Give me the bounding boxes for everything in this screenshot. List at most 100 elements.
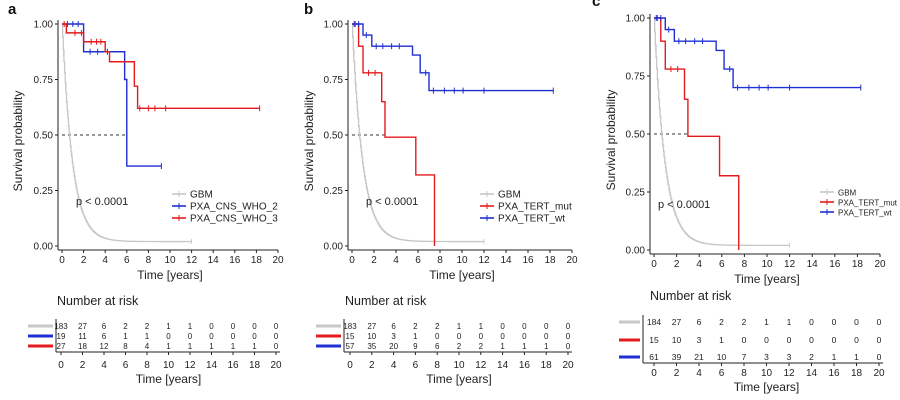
risk-cell: 0 [274, 342, 279, 351]
risk-cell: 0 [500, 322, 505, 331]
risk-cell: 0 [832, 335, 837, 345]
risk-cell: 1 [123, 332, 128, 341]
y-tick-label: 0.00 [324, 242, 344, 253]
x-tick-label: 16 [829, 259, 841, 270]
series-line [62, 23, 260, 110]
risk-cell: 39 [672, 352, 682, 362]
risk-cell: 2 [809, 352, 814, 362]
risk-cell: 0 [854, 317, 859, 327]
risk-cell: 0 [566, 342, 571, 351]
risk-x-tick-label: 18 [851, 368, 863, 379]
risk-cell: 9 [413, 342, 418, 351]
risk-x-tick-label: 0 [651, 368, 657, 379]
y-tick-label: 0.75 [34, 75, 54, 86]
series-line [352, 23, 554, 92]
x-tick-label: 6 [415, 255, 421, 266]
risk-cell: 27 [367, 322, 376, 331]
risk-cell: 2 [435, 322, 440, 331]
risk-x-tick-label: 10 [163, 360, 175, 371]
risk-cell: 15 [649, 335, 659, 345]
risk-cell: 0 [566, 322, 571, 331]
risk-x-tick-label: 18 [541, 360, 553, 371]
risk-x-tick-label: 4 [696, 368, 702, 379]
x-tick-label: 14 [208, 255, 220, 266]
series-line [352, 23, 484, 243]
risk-cell: 0 [832, 317, 837, 327]
legend-label: PXA_TERT_mut [498, 202, 572, 213]
risk-cell: 8 [123, 342, 128, 351]
risk-cell: 1 [188, 322, 193, 331]
x-tick-label: 2 [81, 255, 87, 266]
risk-x-tick-label: 10 [453, 360, 465, 371]
x-tick-label: 18 [544, 255, 556, 266]
risk-cell: 0 [809, 335, 814, 345]
x-axis-label: Time [years] [137, 268, 203, 282]
risk-cell: 35 [367, 342, 376, 351]
risk-cell: 0 [522, 332, 527, 341]
km-panel-b: b0.000.250.500.751.000 2 4 6 8 10 12 14 16 18 20Ti… [302, 1, 578, 386]
x-tick-label: 14 [807, 259, 819, 270]
series-line [352, 23, 436, 246]
risk-cell: 1 [145, 332, 150, 341]
series-pxa-cns-who-3 [62, 21, 261, 112]
x-tick-label: 6 [124, 255, 130, 266]
risk-x-tick-label: 6 [719, 368, 725, 379]
risk-cell: 0 [877, 352, 882, 362]
legend-label: GBM [498, 190, 521, 201]
risk-cell: 0 [188, 332, 193, 341]
risk-cell: 1 [522, 342, 527, 351]
risk-cell: 6 [391, 322, 396, 331]
risk-cell: 0 [566, 332, 571, 341]
risk-x-tick-label: 12 [475, 360, 487, 371]
risk-cell: 61 [649, 352, 659, 362]
x-tick-label: 6 [719, 259, 725, 270]
risk-cell: 0 [742, 335, 747, 345]
risk-cell: 1 [457, 322, 462, 331]
risk-cell: 0 [274, 322, 279, 331]
series-pxa-cns-who-2 [62, 21, 162, 170]
risk-cell: 3 [697, 335, 702, 345]
risk-cell: 0 [252, 322, 257, 331]
x-tick-label: 12 [186, 255, 198, 266]
risk-cell: 20 [389, 342, 398, 351]
risk-cell: 1 [413, 332, 418, 341]
risk-cell: 6 [102, 332, 107, 341]
risk-x-tick-label: 8 [144, 360, 150, 371]
risk-cell: 3 [764, 352, 769, 362]
risk-cell: 19 [57, 332, 66, 341]
risk-cell: 15 [346, 332, 355, 341]
series-pxa-tert-mut [654, 15, 740, 250]
series-line [654, 17, 740, 250]
risk-cell: 2 [719, 317, 724, 327]
legend-label: PXA_TERT_wt [838, 209, 892, 218]
x-tick-label: 0 [349, 255, 355, 266]
y-tick-label: 0.75 [626, 72, 646, 83]
y-tick-label: 0.50 [324, 131, 344, 142]
series-pxa-tert-wt [352, 21, 554, 94]
risk-cell: 0 [435, 332, 440, 341]
x-tick-label: 2 [371, 255, 377, 266]
risk-cell: 2 [413, 322, 418, 331]
x-tick-label: 10 [761, 259, 773, 270]
risk-cell: 4 [145, 342, 150, 351]
x-tick-label: 18 [251, 255, 263, 266]
risk-cell: 0 [809, 317, 814, 327]
x-tick-label: 20 [566, 255, 578, 266]
risk-cell: 0 [854, 335, 859, 345]
p-value-text: p < 0.0001 [76, 196, 128, 208]
p-value-text: p < 0.0001 [658, 199, 710, 211]
risk-cell: 1 [544, 342, 549, 351]
risk-x-tick-label: 14 [206, 360, 218, 371]
risk-table-title: Number at risk [345, 294, 427, 308]
x-tick-label: 0 [59, 255, 65, 266]
risk-cell: 21 [694, 352, 704, 362]
y-tick-label: 0.00 [626, 246, 646, 257]
risk-cell: 3 [787, 352, 792, 362]
x-tick-label: 4 [102, 255, 108, 266]
x-tick-label: 12 [784, 259, 796, 270]
y-tick-label: 0.25 [626, 188, 646, 199]
legend-label: GBM [838, 189, 857, 198]
x-tick-label: 4 [696, 259, 702, 270]
